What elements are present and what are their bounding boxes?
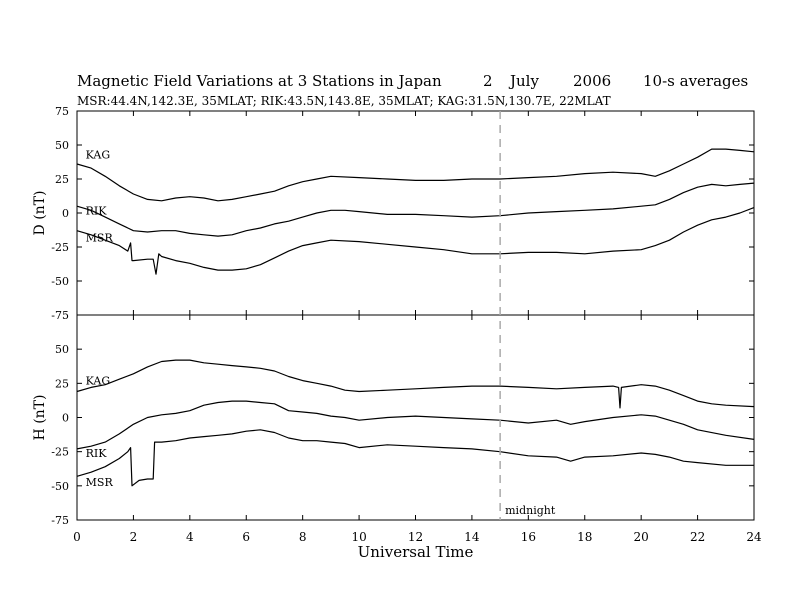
y-tick-label: 50 <box>55 343 69 356</box>
y-tick-label: -75 <box>51 514 69 527</box>
series-line-rik <box>76 182 755 237</box>
chart-title: Magnetic Field Variations at 3 Stations … <box>77 72 442 90</box>
series-line-msr <box>76 429 754 487</box>
x-tick-label: 0 <box>73 530 81 544</box>
x-tick-label: 24 <box>746 530 762 544</box>
series-line-rik <box>76 400 755 450</box>
series-line-msr <box>76 207 755 275</box>
y-tick-label: -25 <box>51 241 69 254</box>
title-year: 2006 <box>573 72 612 90</box>
y-tick-label: 25 <box>55 173 69 186</box>
y-tick-label: -50 <box>51 275 69 288</box>
midnight-label: midnight <box>505 504 556 517</box>
x-tick-label: 2 <box>130 530 138 544</box>
x-tick-label: 22 <box>690 530 705 544</box>
series-label-msr: MSR <box>86 232 114 245</box>
title-averaging: 10-s averages <box>643 72 749 90</box>
y-tick-label: 75 <box>55 105 69 118</box>
panel-frame <box>76 314 755 521</box>
series-label-kag: KAG <box>86 149 111 162</box>
series-line-kag <box>76 148 755 202</box>
x-tick-label: 14 <box>464 530 480 544</box>
series-label-msr: MSR <box>86 476 114 489</box>
x-axis-label: Universal Time <box>358 543 474 561</box>
x-tick-label: 8 <box>299 530 307 544</box>
title-month: July <box>510 72 539 90</box>
x-tick-label: 12 <box>408 530 423 544</box>
y-tick-label: 50 <box>55 139 69 152</box>
y-tick-label: -50 <box>51 480 69 493</box>
y-tick-label: -25 <box>51 446 69 459</box>
x-tick-label: 18 <box>577 530 592 544</box>
x-tick-label: 6 <box>242 530 250 544</box>
series-label-kag: KAG <box>86 375 111 388</box>
y-tick-label: 25 <box>55 377 69 390</box>
series-label-rik: RIK <box>86 447 108 460</box>
y-tick-label: -75 <box>51 309 69 322</box>
y-tick-label: 0 <box>62 207 69 220</box>
y-axis-label: H (nT) <box>32 395 48 441</box>
y-axis-label: D (nT) <box>32 191 48 236</box>
x-tick-label: 20 <box>634 530 649 544</box>
series-line-kag <box>76 359 755 409</box>
chart-title-row: Magnetic Field Variations at 3 Stations … <box>0 72 792 92</box>
x-tick-label: 10 <box>351 530 366 544</box>
x-tick-label: 16 <box>521 530 536 544</box>
title-day: 2 <box>483 72 493 90</box>
x-tick-label: 4 <box>186 530 194 544</box>
panel-frame <box>76 110 755 316</box>
series-label-rik: RIK <box>86 204 108 217</box>
stations-subtitle: MSR:44.4N,142.3E, 35MLAT; RIK:43.5N,143.… <box>77 94 611 108</box>
y-tick-label: 0 <box>62 412 69 425</box>
